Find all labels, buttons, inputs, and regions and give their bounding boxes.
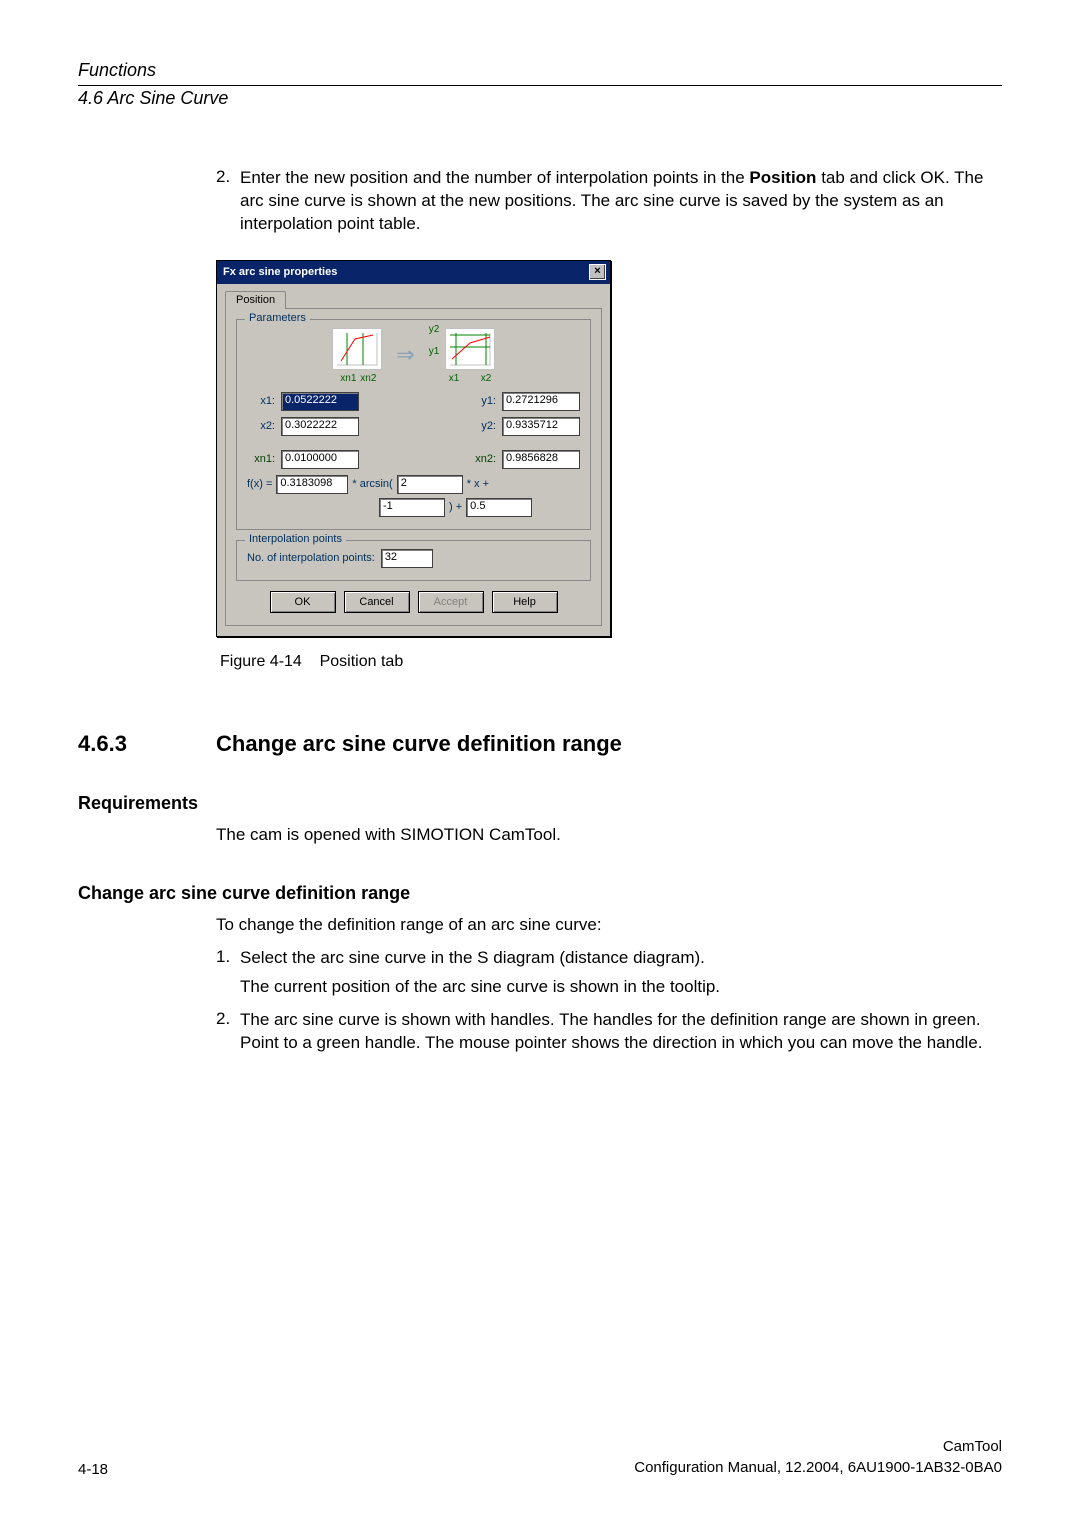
fx-a-input[interactable]: 0.3183098	[276, 475, 348, 494]
fx-b-input[interactable]: 2	[397, 475, 463, 494]
change-step-1: Select the arc sine curve in the S diagr…	[240, 947, 705, 970]
close-icon[interactable]: ×	[589, 264, 606, 280]
change-step-1b: The current position of the arc sine cur…	[240, 976, 992, 999]
tab-position[interactable]: Position	[225, 291, 286, 309]
dialog-title: Fx arc sine properties	[223, 266, 337, 278]
accept-button: Accept	[418, 591, 484, 613]
header-chapter: Functions	[78, 60, 1002, 81]
y1-input[interactable]: 0.2721296	[502, 392, 580, 411]
interp-points-input[interactable]: 32	[381, 549, 433, 568]
change-step-2: The arc sine curve is shown with handles…	[240, 1009, 992, 1055]
fx-arc-sine-dialog: Fx arc sine properties × Position Parame…	[216, 260, 611, 637]
footer-product: CamTool	[634, 1436, 1002, 1457]
help-button[interactable]: Help	[492, 591, 558, 613]
requirements-heading: Requirements	[78, 793, 1002, 814]
footer-line: Configuration Manual, 12.2004, 6AU1900-1…	[634, 1457, 1002, 1478]
header-section: 4.6 Arc Sine Curve	[78, 85, 1002, 109]
fx-d-input[interactable]: 0.5	[466, 498, 532, 517]
y2-input[interactable]: 0.9335712	[502, 417, 580, 436]
xn2-input[interactable]: 0.9856828	[502, 450, 580, 469]
x1-input[interactable]: 0.0522222	[281, 392, 359, 411]
step-number: 2.	[216, 167, 240, 236]
change-heading: Change arc sine curve definition range	[78, 883, 1002, 904]
requirements-text: The cam is opened with SIMOTION CamTool.	[216, 824, 992, 847]
change-intro: To change the definition range of an arc…	[216, 914, 992, 937]
section-number: 4.6.3	[78, 731, 216, 757]
fieldset-parameters-legend: Parameters	[245, 312, 310, 324]
cancel-button[interactable]: Cancel	[344, 591, 410, 613]
right-thumbnail	[445, 328, 495, 370]
step-text: Enter the new position and the number of…	[240, 167, 992, 236]
fx-c-input[interactable]: -1	[379, 498, 445, 517]
ok-button[interactable]: OK	[270, 591, 336, 613]
fieldset-interp-legend: Interpolation points	[245, 533, 346, 545]
left-thumbnail	[332, 328, 382, 370]
xn1-input[interactable]: 0.0100000	[281, 450, 359, 469]
figure-caption: Figure 4-14 Position tab	[220, 653, 992, 671]
section-title: Change arc sine curve definition range	[216, 731, 622, 757]
page-number: 4-18	[78, 1461, 108, 1478]
x2-input[interactable]: 0.3022222	[281, 417, 359, 436]
arrow-icon: ⇒	[396, 342, 414, 368]
